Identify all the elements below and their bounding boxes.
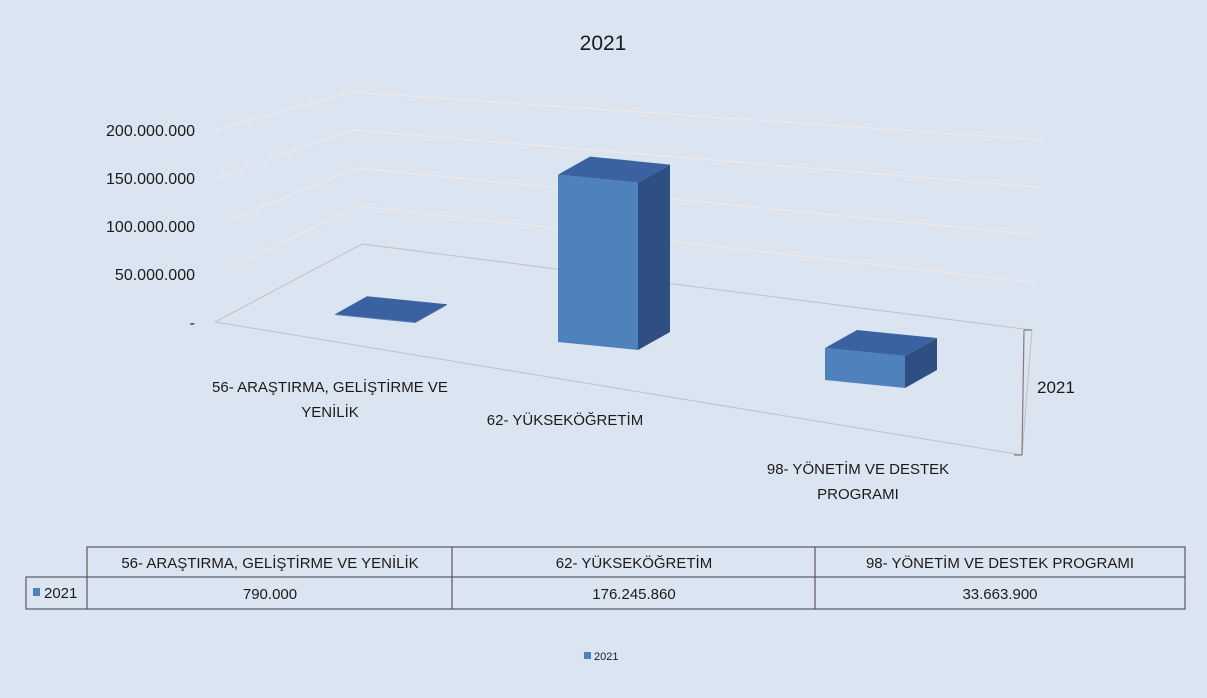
bar-side: [905, 338, 937, 388]
table-header-cell: 98- YÖNETİM VE DESTEK PROGRAMI: [866, 554, 1134, 572]
bar: [825, 330, 937, 388]
table-cell-value: 176.245.860: [592, 586, 675, 603]
category-label: 62- YÜKSEKÖĞRETİM: [487, 411, 643, 429]
bar: [558, 156, 670, 350]
bar-top: [558, 156, 670, 183]
bar-side: [415, 304, 447, 323]
category-label: YENİLİK: [301, 403, 359, 421]
y-tick-label: 150.000.000: [106, 171, 195, 188]
y-tick-label: -: [190, 315, 195, 332]
bar-front: [335, 314, 415, 323]
gridline: [214, 91, 1044, 141]
gridlines: [214, 91, 1044, 284]
bar-side: [638, 164, 670, 350]
gridline: [214, 129, 1041, 189]
table-cell-value: 33.663.900: [962, 586, 1037, 603]
y-axis-ticks: - 50.000.000 100.000.000 150.000.000 200.000…: [106, 123, 195, 332]
x-axis-labels: 56- ARAŞTIRMA, GELİŞTİRME VE YENİLİK 62- Y…: [212, 378, 949, 503]
gridline: [214, 205, 1035, 284]
table-header-cell: 62- YÜKSEKÖĞRETİM: [556, 554, 712, 572]
bars: [335, 156, 937, 388]
table-cell-value: 790.000: [243, 586, 297, 603]
gridline: [214, 167, 1038, 236]
table-header-cell: 56- ARAŞTIRMA, GELİŞTİRME VE YENİLİK: [121, 554, 418, 572]
category-label: 56- ARAŞTIRMA, GELİŞTİRME VE: [212, 378, 448, 396]
category-label: 98- YÖNETİM VE DESTEK: [767, 460, 949, 478]
chart-title: 2021: [580, 32, 627, 55]
legend-swatch: [584, 652, 591, 659]
bar-top: [825, 330, 937, 357]
data-table: 56- ARAŞTIRMA, GELİŞTİRME VE YENİLİK 62- …: [25, 546, 1186, 610]
legend: 2021: [584, 651, 618, 663]
category-label: PROGRAMI: [817, 486, 899, 503]
table-row-label: 2021: [44, 585, 77, 602]
depth-axis-line: [1014, 329, 1032, 456]
table-legend-swatch: [33, 588, 40, 596]
y-tick-label: 200.000.000: [106, 123, 195, 140]
depth-axis-label: 2021: [1037, 378, 1075, 397]
y-tick-label: 50.000.000: [115, 267, 195, 284]
legend-label: 2021: [594, 651, 618, 663]
bar-front: [558, 174, 638, 350]
bar-top: [335, 296, 447, 323]
y-tick-label: 100.000.000: [106, 219, 195, 236]
bar-front: [825, 348, 905, 388]
bar: [335, 296, 447, 323]
